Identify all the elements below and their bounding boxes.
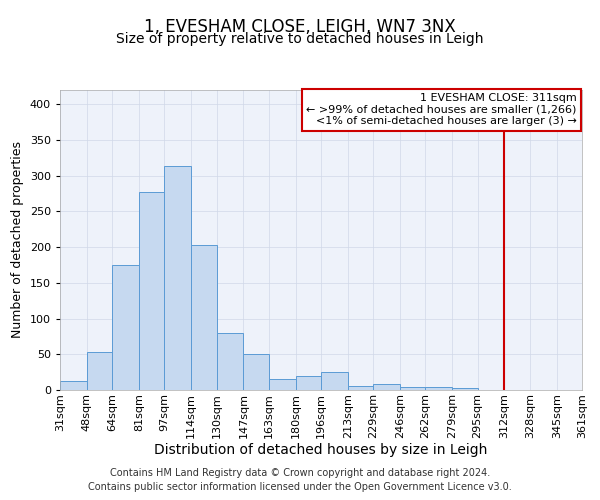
Bar	[191, 245, 217, 390]
Text: Contains HM Land Registry data © Crown copyright and database right 2024.: Contains HM Land Registry data © Crown c…	[110, 468, 490, 477]
Bar	[348, 386, 373, 390]
Bar	[452, 388, 478, 390]
Bar	[244, 354, 269, 390]
Text: 1, EVESHAM CLOSE, LEIGH, WN7 3NX: 1, EVESHAM CLOSE, LEIGH, WN7 3NX	[144, 18, 456, 36]
Text: Contains public sector information licensed under the Open Government Licence v3: Contains public sector information licen…	[88, 482, 512, 492]
Bar	[87, 352, 112, 390]
Bar	[164, 166, 191, 390]
Bar	[296, 376, 321, 390]
X-axis label: Distribution of detached houses by size in Leigh: Distribution of detached houses by size …	[154, 444, 488, 458]
Text: Size of property relative to detached houses in Leigh: Size of property relative to detached ho…	[116, 32, 484, 46]
Bar	[373, 384, 400, 390]
Bar	[217, 333, 244, 390]
Bar	[269, 380, 296, 390]
Bar	[60, 380, 87, 390]
Bar	[321, 372, 348, 390]
Bar	[112, 265, 139, 390]
Text: 1 EVESHAM CLOSE: 311sqm
← >99% of detached houses are smaller (1,266)
<1% of sem: 1 EVESHAM CLOSE: 311sqm ← >99% of detach…	[307, 93, 577, 126]
Bar	[425, 387, 452, 390]
Bar	[400, 387, 425, 390]
Y-axis label: Number of detached properties: Number of detached properties	[11, 142, 24, 338]
Bar	[139, 192, 164, 390]
